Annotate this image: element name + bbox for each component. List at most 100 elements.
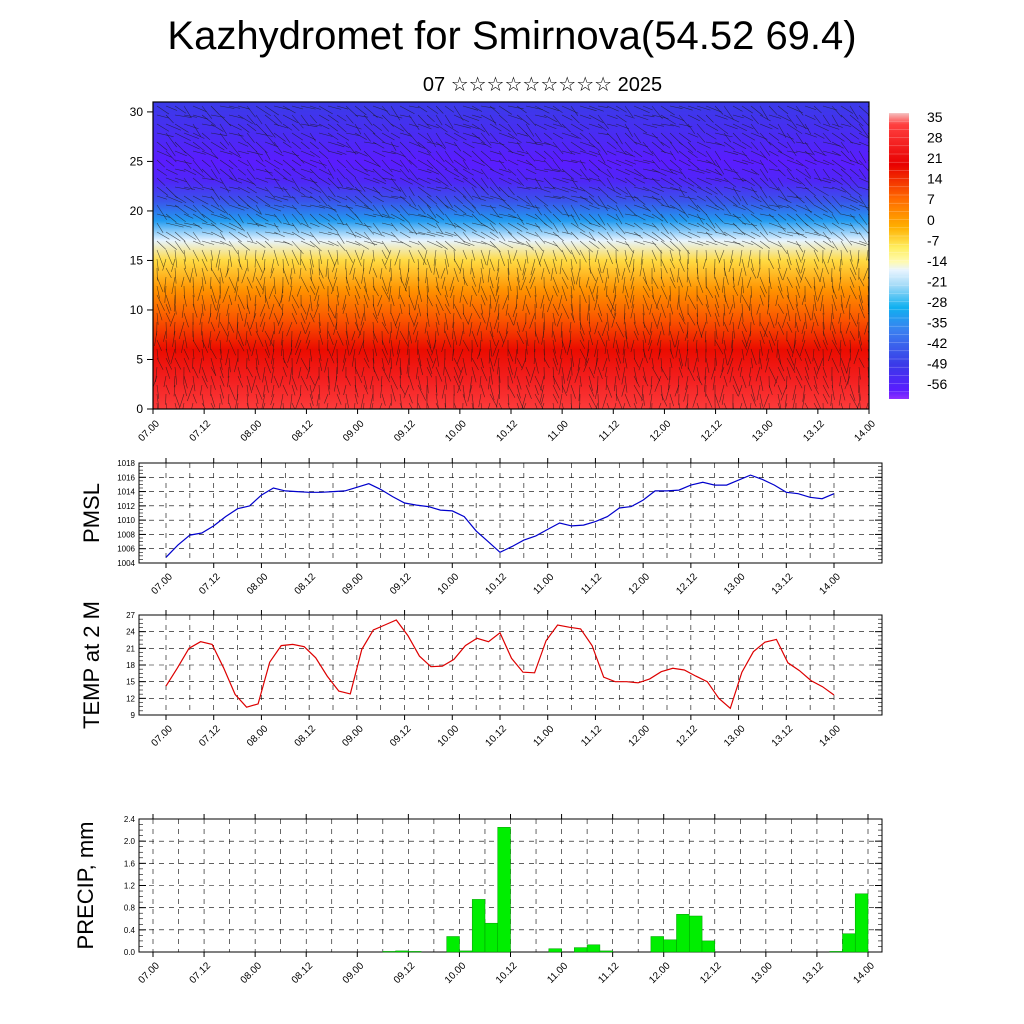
wind-barb — [444, 168, 460, 178]
wind-barb — [228, 150, 242, 159]
wind-barb — [516, 204, 531, 210]
wind-barb — [363, 222, 375, 235]
wind-barb — [498, 123, 511, 132]
wind-barb — [156, 393, 160, 409]
wind-barb — [822, 186, 834, 190]
wind-barb — [795, 186, 809, 190]
wind-barb — [849, 132, 860, 140]
wind-barb — [165, 231, 181, 242]
wind-barb — [417, 384, 426, 401]
wind-barb — [602, 258, 608, 274]
wind-barb — [309, 402, 313, 409]
wind-barb — [629, 249, 635, 268]
wind-barb — [543, 141, 558, 148]
wind-barb — [271, 402, 275, 409]
wind-barb — [290, 267, 293, 280]
wind-barb — [354, 186, 365, 197]
heatmap-x-tick-label: 07.12 — [188, 418, 214, 444]
wind-barb — [692, 393, 698, 408]
wind-barb — [578, 384, 581, 402]
wind-barb — [309, 213, 320, 224]
wind-barb — [522, 321, 527, 332]
wind-barb — [354, 114, 369, 118]
wind-barb — [363, 294, 369, 308]
wind-barb — [255, 132, 273, 137]
wind-barb — [840, 231, 853, 246]
wind-barb — [777, 303, 784, 314]
wind-barb — [678, 132, 692, 143]
wind-barb — [839, 267, 842, 280]
wind-barb — [840, 186, 852, 196]
wind-barb — [858, 384, 861, 401]
wind-barb — [156, 204, 167, 221]
wind-barb — [318, 123, 330, 130]
x-tick-label: 12.00 — [627, 571, 653, 597]
wind-barb — [300, 231, 314, 238]
wind-barb — [840, 330, 846, 347]
wind-barb — [705, 231, 716, 243]
wind-barb — [219, 105, 235, 109]
wind-barb — [587, 303, 590, 321]
wind-barb — [687, 168, 705, 174]
wind-barb — [776, 339, 779, 358]
wind-barb — [492, 339, 500, 357]
wind-barb — [642, 312, 645, 328]
wind-barb — [811, 303, 815, 321]
wind-barb — [462, 384, 465, 398]
wind-barb — [210, 114, 225, 118]
wind-barb — [426, 258, 432, 273]
wind-barb — [219, 267, 224, 284]
wind-barb — [336, 132, 350, 141]
wind-barb — [777, 168, 786, 177]
wind-barb — [849, 240, 867, 246]
wind-barb — [786, 285, 790, 299]
wind-barb — [669, 222, 680, 232]
wind-barb — [669, 348, 674, 359]
wind-barb — [579, 123, 590, 130]
wind-barb — [759, 195, 770, 208]
wind-barb — [642, 114, 655, 118]
wind-barb — [533, 339, 536, 353]
wind-barb — [678, 204, 689, 218]
wind-barb — [696, 294, 703, 306]
wind-barb — [327, 339, 329, 351]
wind-barb — [291, 186, 306, 196]
wind-barb — [181, 339, 185, 354]
wind-barb — [597, 375, 599, 394]
wind-barb — [201, 105, 213, 119]
wind-barb — [342, 294, 347, 310]
wind-barb — [255, 330, 264, 347]
wind-barb — [516, 222, 529, 230]
wind-barb — [296, 348, 302, 364]
wind-barb — [822, 141, 841, 147]
wind-barb — [750, 195, 762, 203]
wind-barb — [192, 186, 204, 190]
wind-barb — [813, 204, 828, 213]
wind-barb — [282, 204, 297, 210]
wind-barb — [156, 213, 171, 218]
wind-barb — [615, 231, 627, 241]
wind-barb — [714, 168, 723, 177]
wind-barb — [768, 366, 778, 384]
wind-barb — [777, 402, 781, 409]
wind-barb — [840, 222, 853, 227]
wind-barb — [219, 204, 229, 215]
wind-barb — [217, 258, 221, 271]
wind-barb — [606, 132, 618, 144]
wind-barb — [669, 105, 683, 109]
wind-barb — [417, 267, 420, 282]
wind-barb — [705, 312, 708, 324]
wind-barb — [648, 330, 653, 345]
wind-barb — [615, 204, 624, 218]
wind-barb — [471, 240, 487, 245]
wind-barb — [327, 375, 331, 390]
wind-barb — [426, 159, 437, 170]
wind-barb — [381, 276, 387, 292]
wind-barb — [714, 204, 725, 211]
x-tick-label: 14.00 — [851, 960, 877, 986]
wind-barb — [541, 402, 545, 409]
wind-barb — [408, 150, 416, 160]
wind-barb — [318, 330, 324, 345]
wind-barb — [840, 294, 843, 308]
wind-barb — [615, 141, 627, 156]
